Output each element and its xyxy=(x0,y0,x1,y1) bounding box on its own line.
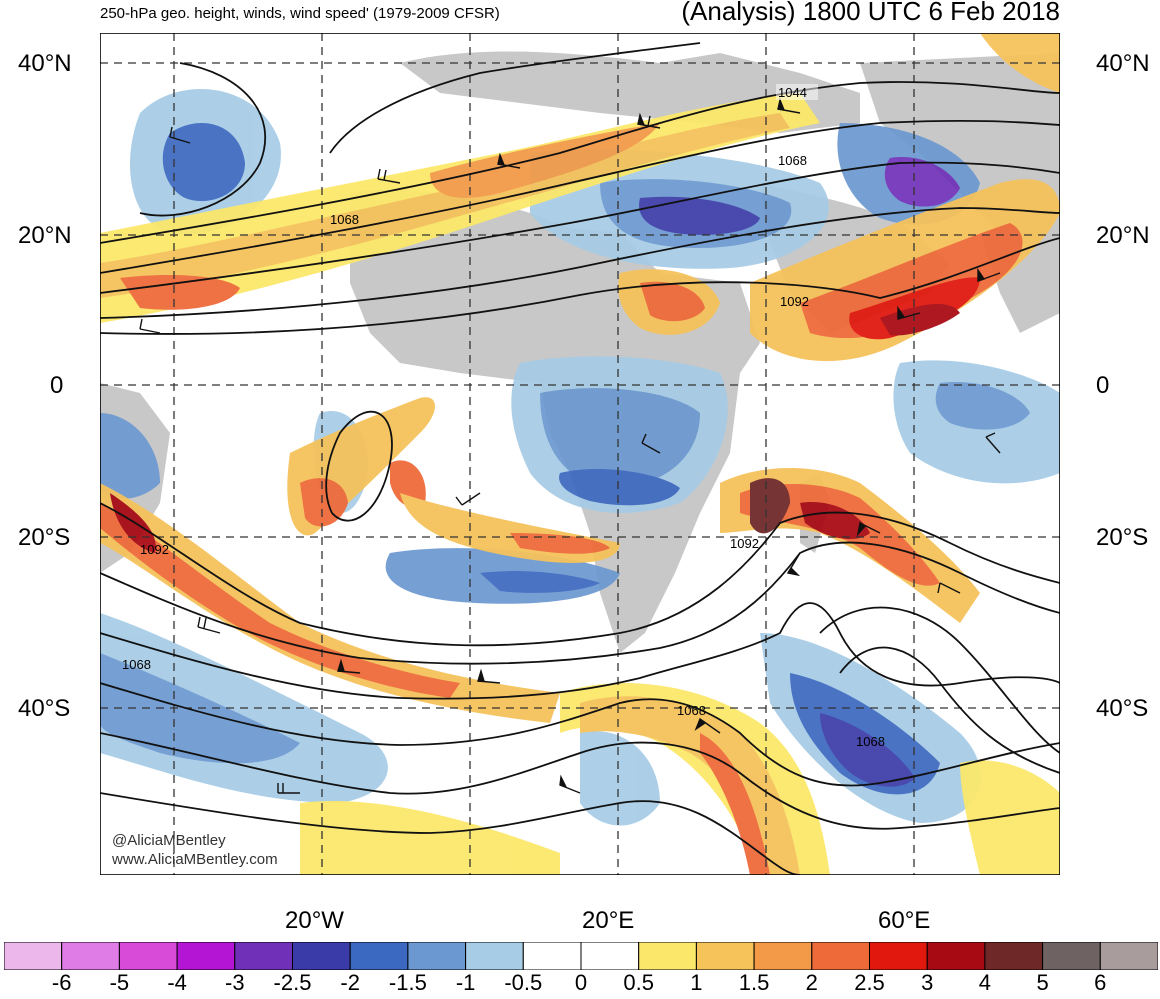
colorbar-swatch xyxy=(349,942,409,970)
colorbar-swatch xyxy=(869,942,928,970)
colorbar xyxy=(4,942,1158,970)
colorbar-tick-label: -2.5 xyxy=(273,970,312,995)
colorbar-tick-label: 2.5 xyxy=(854,970,885,995)
colorbar-tick-label: 1.5 xyxy=(738,970,770,995)
colorbar-swatch xyxy=(234,942,294,970)
colorbar-tick-label: -1 xyxy=(455,970,476,995)
colorbar-swatch xyxy=(176,942,236,970)
lat-label-left: 0 xyxy=(50,372,64,399)
contour-label: 1068 xyxy=(778,153,807,168)
lat-label-right: 40°N xyxy=(1096,50,1150,77)
colorbar-swatch xyxy=(292,942,351,970)
colorbar-swatch xyxy=(811,942,870,970)
contour-label: 1092 xyxy=(730,536,759,551)
colorbar-swatch xyxy=(580,942,640,970)
colorbar-swatch xyxy=(118,942,178,970)
contour-label: 1044 xyxy=(778,85,807,100)
colorbar-tick-label: -0.5 xyxy=(504,970,543,995)
colorbar-tick-label: 4 xyxy=(978,970,992,995)
lat-label-left: 20°S xyxy=(18,524,71,551)
contour-label: 1068 xyxy=(856,734,885,749)
colorbar-tick-label: -4 xyxy=(167,970,187,995)
credit-url: www.AliciaMBentley.com xyxy=(112,851,278,868)
lon-label: 20°E xyxy=(582,907,635,934)
colorbar-tick-label: 6 xyxy=(1094,970,1107,995)
colorbar-swatch xyxy=(465,942,524,970)
colorbar-tick-label: 0.5 xyxy=(623,970,654,995)
contour-label: 1092 xyxy=(140,542,169,557)
colorbar-tick-label: -3 xyxy=(225,970,245,995)
colorbar-swatch xyxy=(522,942,582,970)
colorbar-swatch xyxy=(1042,942,1101,970)
colorbar-tick-label: 3 xyxy=(921,970,934,995)
lat-label-left: 40°N xyxy=(18,50,72,77)
colorbar-swatch xyxy=(695,942,755,970)
colorbar-tick-label: 0 xyxy=(574,970,588,995)
height-contours xyxy=(100,42,1060,875)
contour-label: 1092 xyxy=(780,294,809,309)
wind-barbs xyxy=(139,97,1001,794)
colorbar-tick-label: -5 xyxy=(109,970,130,995)
lat-label-right: 0 xyxy=(1096,372,1110,399)
map-title: (Analysis) 1800 UTC 6 Feb 2018 xyxy=(681,0,1060,26)
contour-label: 1068 xyxy=(330,212,359,227)
lat-label-right: 40°S xyxy=(1096,695,1149,722)
colorbar-swatch xyxy=(753,942,813,970)
lat-label-left: 40°S xyxy=(18,695,71,722)
colorbar-swatch xyxy=(638,942,697,970)
lon-label: 20°W xyxy=(285,907,344,934)
colorbar-swatch xyxy=(926,942,986,970)
colorbar-swatch xyxy=(61,942,120,970)
colorbar-tick-label: 1 xyxy=(690,970,703,995)
colorbar-tick-label: 2 xyxy=(805,970,818,995)
lat-label-right: 20°N xyxy=(1096,222,1150,249)
contour-labels: 1044 1068 1068 1092 1092 1092 1068 1068 … xyxy=(122,84,885,749)
weather-map: 1044 1068 1068 1092 1092 1092 1068 1068 … xyxy=(100,33,1060,875)
colorbar-swatch xyxy=(407,942,467,970)
colorbar-swatch xyxy=(4,942,63,970)
lat-lon-grid xyxy=(100,33,1060,875)
map-subtitle: 250-hPa geo. height, winds, wind speed' … xyxy=(100,5,500,22)
lat-label-left: 20°N xyxy=(18,222,72,249)
lat-label-right: 20°S xyxy=(1096,524,1149,551)
colorbar-tick-label: -1.5 xyxy=(388,970,427,995)
colorbar-tick-label: -2 xyxy=(340,970,360,995)
colorbar-swatch xyxy=(984,942,1044,970)
credit-handle: @AliciaMBentley xyxy=(112,832,226,849)
contour-label: 1068 xyxy=(122,657,151,672)
negative-anomaly-shading xyxy=(100,89,1060,826)
contour-label: 1068 xyxy=(677,703,706,718)
colorbar-tick-label: -6 xyxy=(51,970,72,995)
lon-label: 60°E xyxy=(878,907,931,934)
colorbar-tick-label: 5 xyxy=(1036,970,1049,995)
colorbar-swatch xyxy=(1099,942,1158,970)
